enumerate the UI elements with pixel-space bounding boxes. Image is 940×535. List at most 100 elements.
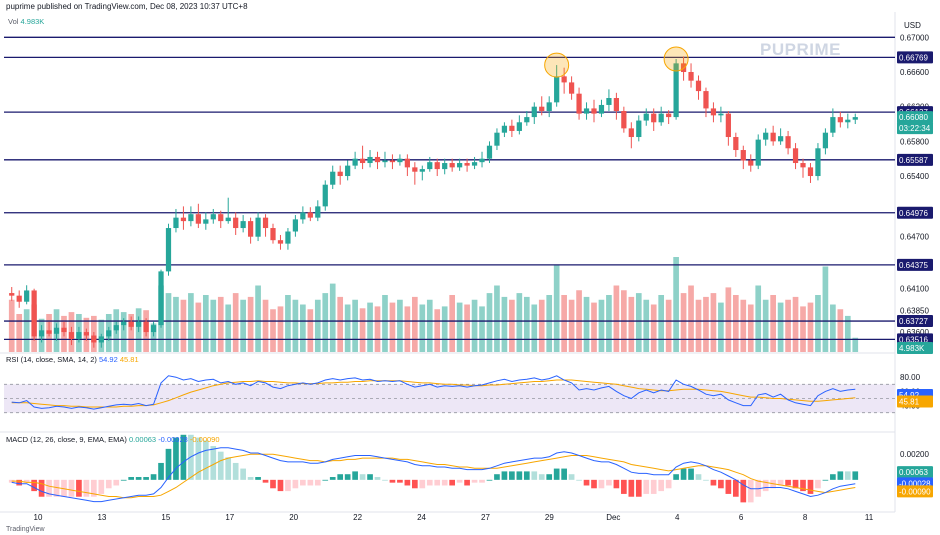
candle-body [158, 271, 164, 326]
volume-bar [464, 304, 470, 352]
rsi-sma-tag: 45.81 [897, 395, 933, 408]
macd-histogram-bar [695, 474, 702, 480]
date-tick-label: 24 [417, 513, 426, 522]
macd-histogram-bar [598, 479, 605, 489]
candle-body [539, 106, 545, 112]
volume-title: Vol [8, 17, 19, 26]
volume-bar [434, 309, 441, 352]
candle-body [554, 76, 560, 103]
candle-body [98, 336, 104, 343]
macd-histogram-bar [382, 479, 388, 481]
macd-histogram-bar [464, 479, 470, 486]
macd-histogram-bar [449, 479, 455, 486]
volume-bar [747, 304, 754, 352]
date-tick-label: 8 [803, 513, 808, 522]
macd-histogram-bar [628, 479, 635, 497]
candle-body [143, 321, 149, 333]
candle-body [666, 113, 672, 118]
candle-body [389, 160, 396, 163]
macd-histogram-bar [31, 479, 37, 492]
volume-bar [494, 285, 500, 352]
macd-histogram-bar [329, 477, 336, 480]
candle-body [218, 214, 224, 222]
volume-legend: Vol 4.983K [8, 17, 44, 26]
candle-body [837, 117, 843, 123]
level-price-tag: 0.64375 [897, 258, 933, 271]
date-tick-label: 11 [865, 513, 874, 522]
level-price-tag: 0.64976 [897, 206, 933, 219]
volume-bar [830, 304, 836, 352]
macd-histogram-bar [643, 479, 650, 494]
candle-body [374, 156, 381, 163]
volume-bar [173, 296, 179, 352]
macd-histogram-bar [621, 479, 627, 494]
rsi-line [11, 375, 856, 410]
macd-histogram-bar [561, 468, 567, 480]
level-price-tag: 0.63727 [897, 315, 933, 328]
macd-histogram-bar [38, 479, 45, 497]
volume-bar [419, 304, 426, 352]
volume-last-tag-bg [897, 342, 933, 354]
macd-histogram-bar [232, 462, 239, 480]
price-tick-label: 0.63850 [900, 306, 929, 315]
brand-logo: PUPRIME [760, 40, 841, 59]
macd-histogram-bar [374, 477, 381, 480]
macd-histogram-bar [91, 479, 97, 497]
volume-bar [404, 306, 411, 352]
volume-bar [695, 299, 702, 352]
level-price-tag: 0.66769 [897, 51, 933, 64]
macd-histogram-bar [158, 462, 164, 480]
price-tick-label: 0.65800 [900, 137, 929, 146]
candle-body [53, 327, 60, 334]
macd-histogram-bar [710, 479, 717, 486]
volume-bar [277, 306, 284, 352]
volume-bar [703, 296, 709, 352]
volume-bar [680, 293, 687, 352]
volume-bar [546, 295, 553, 352]
volume-bar [822, 266, 829, 352]
macd-histogram-bar [397, 479, 403, 483]
macd-histogram-bar [844, 471, 851, 480]
volume-bar [150, 323, 157, 352]
last-price-tag-text: 0.66080 [899, 113, 928, 122]
volume-bar [16, 314, 23, 352]
macd-histogram-bar [173, 437, 179, 480]
price-tick-label: 0.64700 [900, 233, 929, 242]
macd-histogram-bar [815, 479, 821, 489]
candle-body [255, 217, 261, 237]
volume-bar [561, 295, 567, 352]
rsi-legend-sma: 45.81 [119, 355, 139, 364]
volume-bar [449, 295, 455, 352]
volume-bar [232, 293, 239, 352]
volume-bar [374, 306, 381, 352]
candle-body [449, 163, 455, 168]
macd-histogram-bar [113, 479, 120, 486]
date-tick-label: 13 [97, 513, 106, 522]
candle-body [680, 63, 687, 73]
macd-histogram-bar [792, 479, 799, 489]
volume-bar [382, 295, 388, 352]
macd-histogram-bar [471, 479, 478, 483]
volume-bar [217, 296, 224, 352]
volume-bar [367, 302, 373, 352]
last-price-tag-bg [897, 111, 933, 124]
macd-histogram-bar [128, 477, 135, 480]
macd-histogram-bar [322, 479, 329, 481]
date-tick-label: 27 [481, 513, 490, 522]
volume-bar [344, 304, 351, 352]
candle-body [755, 139, 761, 166]
date-tick-label: 6 [739, 513, 744, 522]
macd-histogram-bar [300, 479, 306, 486]
candle-body [598, 104, 605, 114]
macd-histogram-bar [98, 479, 105, 494]
volume-bar [538, 299, 545, 352]
price-tick-label: 0.63600 [900, 328, 929, 337]
macd-histogram-bar [703, 479, 709, 481]
macd-histogram-bar [292, 479, 299, 489]
price-tags-layer: 0.667690.661370.655870.649760.643750.637… [897, 51, 933, 498]
macd-histogram-bar [494, 474, 500, 480]
candles-layer [9, 56, 858, 348]
candle-body [442, 163, 448, 170]
rsi-legend: RSI (14, close, SMA, 14, 2) 54.92 45.81 [6, 355, 139, 364]
